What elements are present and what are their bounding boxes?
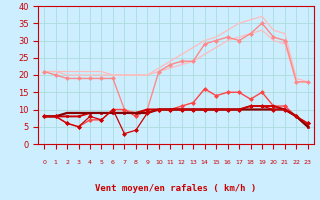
X-axis label: Vent moyen/en rafales ( km/h ): Vent moyen/en rafales ( km/h ) — [95, 184, 257, 193]
